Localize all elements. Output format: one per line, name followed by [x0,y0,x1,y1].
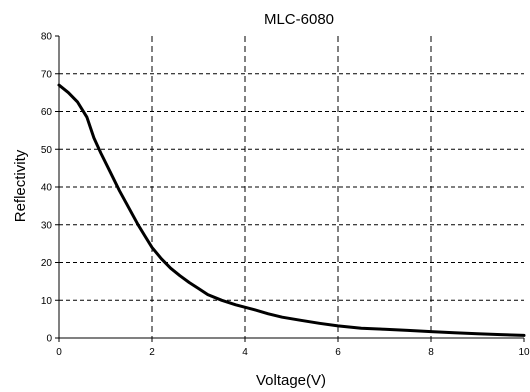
y-tick-label: 30 [41,220,53,231]
y-tick-label: 70 [41,69,53,80]
chart-title: MLC-6080 [264,11,334,28]
x-tick-label: 10 [518,347,530,358]
y-tick-label: 0 [46,334,52,345]
y-tick-label: 50 [41,145,53,156]
y-tick-label: 10 [41,296,53,307]
x-tick-label: 8 [428,347,434,358]
x-tick-label: 2 [149,347,155,358]
x-tick-label: 0 [56,347,62,358]
plot-area: 0 10 20 30 40 50 60 70 80 0 2 4 6 8 10 [41,32,530,359]
reflectivity-curve [57,83,526,337]
x-tick-label: 6 [335,347,341,358]
y-tick-label: 60 [41,107,53,118]
y-tick-label: 40 [41,183,53,194]
y-axis-label: Reflectivity [12,149,29,222]
y-tick-label: 20 [41,258,53,269]
x-axis-label: Voltage(V) [256,372,326,389]
y-tick-label: 80 [41,32,53,43]
x-tick-label: 4 [242,347,248,358]
